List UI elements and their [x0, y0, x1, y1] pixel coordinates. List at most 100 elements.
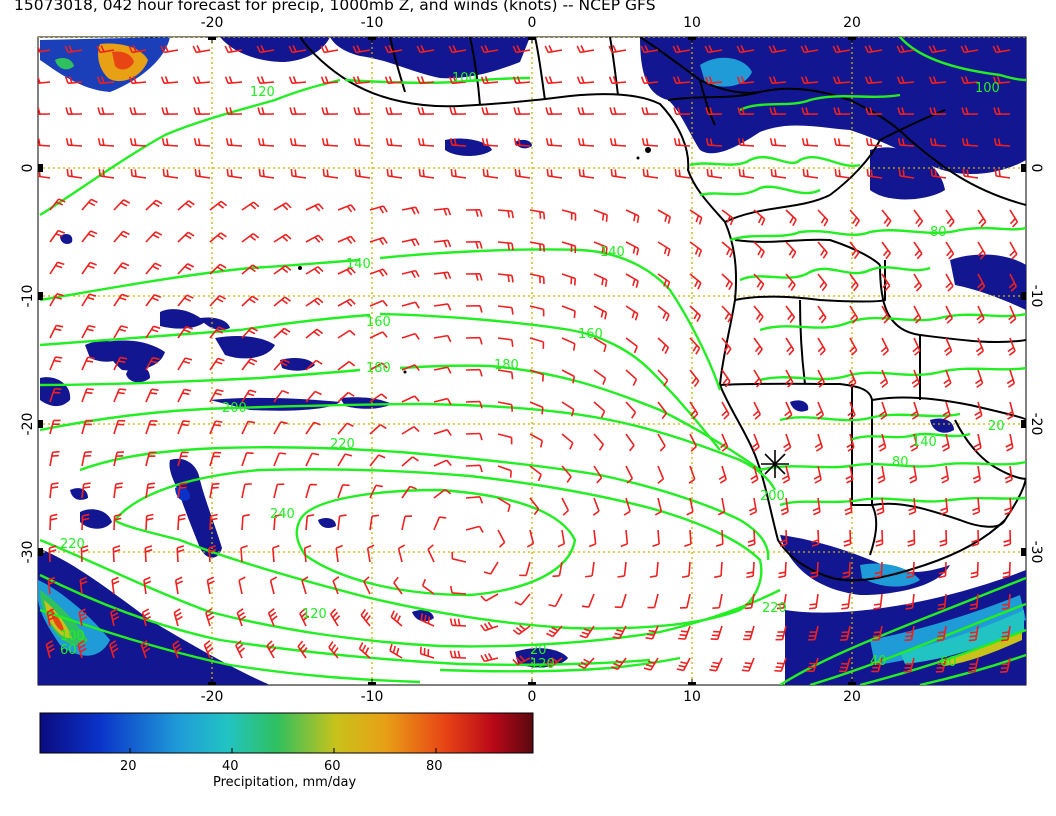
wind-barb-feather: [853, 284, 859, 292]
wind-barb-feather: [943, 414, 951, 420]
wind-barb-feather: [145, 549, 153, 553]
wind-barb: [836, 175, 851, 179]
wind-barb: [45, 644, 51, 659]
wind-barb-feather: [514, 168, 517, 177]
wind-barb-feather: [120, 201, 128, 207]
wind-barb-feather: [938, 571, 946, 575]
wind-barbs: [38, 45, 1019, 673]
wind-barb: [753, 433, 760, 448]
wind-barb: [817, 401, 825, 416]
wind-barb-feather: [197, 138, 201, 146]
wind-barb-feather: [346, 422, 354, 427]
wind-barb-feather: [864, 45, 869, 53]
wind-barb-feather: [885, 252, 891, 260]
wind-barb-feather: [753, 378, 760, 385]
wind-barb-feather: [850, 313, 856, 321]
wind-barb-feather: [760, 251, 765, 259]
wind-barb: [748, 657, 755, 672]
wind-barb-feather: [978, 217, 985, 225]
wind-barb-feather: [421, 107, 425, 115]
wind-barb: [625, 305, 639, 315]
wind-barb-feather: [965, 138, 969, 146]
wind-barb-feather: [216, 297, 224, 303]
wind-barb-feather: [728, 283, 733, 291]
wind-barb-feather: [526, 542, 534, 548]
wind-barb-feather: [805, 138, 809, 146]
wind-barb-feather: [393, 576, 399, 584]
wind-barb-feather: [80, 616, 88, 621]
wind-barb: [337, 360, 350, 371]
wind-barb-feather: [965, 107, 969, 115]
wind-barb-feather: [905, 631, 913, 634]
wind-barb-feather: [192, 45, 197, 53]
wind-barb-feather: [317, 266, 324, 273]
wind-barb-feather: [333, 647, 339, 654]
wind-barb-feather: [389, 107, 393, 115]
wind-barb-feather: [572, 343, 576, 351]
wind-barb-feather: [348, 360, 356, 367]
wind-barb-feather: [301, 576, 309, 582]
wind-barb-feather: [260, 76, 265, 84]
wind-barb: [67, 81, 83, 85]
contour-labels: 120 100 140 140 160 160 180 180 200 220 …: [60, 71, 1005, 672]
wind-barb-feather: [740, 45, 745, 53]
wind-barb-feather: [1004, 507, 1012, 512]
wind-barb-feather: [68, 45, 73, 53]
wind-barb: [483, 81, 499, 85]
wind-barb-feather: [87, 296, 95, 301]
wind-barb-feather: [360, 608, 366, 616]
wind-barb-feather: [53, 359, 61, 363]
wind-barb-feather: [548, 76, 553, 84]
wind-barb-feather: [164, 76, 169, 84]
wind-barb-feather: [666, 281, 671, 289]
wind-barb-feather: [878, 443, 886, 448]
wind-barb: [68, 175, 83, 179]
wind-barb-feather: [715, 543, 724, 547]
wind-barb-feather: [836, 45, 841, 53]
frame-bars: [38, 37, 1026, 685]
wind-barb: [900, 175, 915, 179]
wind-barb-feather: [509, 470, 512, 478]
wind-barb: [241, 421, 249, 435]
wind-barb-feather: [110, 608, 118, 614]
wind-barb: [945, 209, 955, 222]
wind-barb-feather: [252, 264, 259, 270]
wind-barb-feather: [216, 266, 224, 272]
wind-barb: [561, 305, 576, 312]
wind-barb-feather: [933, 107, 937, 115]
wind-barb-feather: [257, 138, 261, 146]
wind-barb-feather: [908, 507, 916, 512]
wind-barb-feather: [240, 544, 248, 549]
wind-barb-feather: [751, 478, 759, 484]
wind-barb-feather: [289, 107, 293, 115]
wind-barb-feather: [290, 168, 293, 177]
wind-barb: [849, 465, 854, 480]
wind-barb-feather: [744, 606, 752, 610]
wind-barb-feather: [128, 45, 133, 53]
wind-barb-feather: [479, 305, 483, 313]
wind-barb: [48, 547, 51, 563]
wind-barb-feather: [802, 168, 805, 177]
wind-barb: [369, 268, 384, 275]
wind-barb: [292, 175, 307, 179]
wind-barb: [401, 206, 416, 211]
wind-barb-feather: [511, 243, 514, 251]
wind-barb-feather: [616, 629, 624, 633]
wind-barb-feather: [966, 169, 969, 177]
wind-barb: [849, 497, 853, 512]
wind-barb-feather: [332, 576, 340, 582]
wind-barb-feather: [645, 107, 649, 115]
wind-barb-feather: [815, 446, 823, 452]
wind-barb-feather: [378, 454, 386, 459]
wind-barb-feather: [282, 204, 289, 211]
wind-barb-feather: [411, 207, 416, 215]
wind-barb: [945, 241, 955, 255]
wind-barb-feather: [228, 76, 233, 84]
wind-barb-feather: [164, 45, 169, 53]
wind-barb: [305, 297, 318, 307]
wind-barb-feather: [143, 612, 151, 617]
bottom-lon-labels: -20 -10 0 10 20: [201, 689, 861, 705]
wind-barb: [657, 337, 669, 349]
contour-label: 60: [940, 655, 957, 670]
wind-barb-feather: [392, 645, 397, 654]
